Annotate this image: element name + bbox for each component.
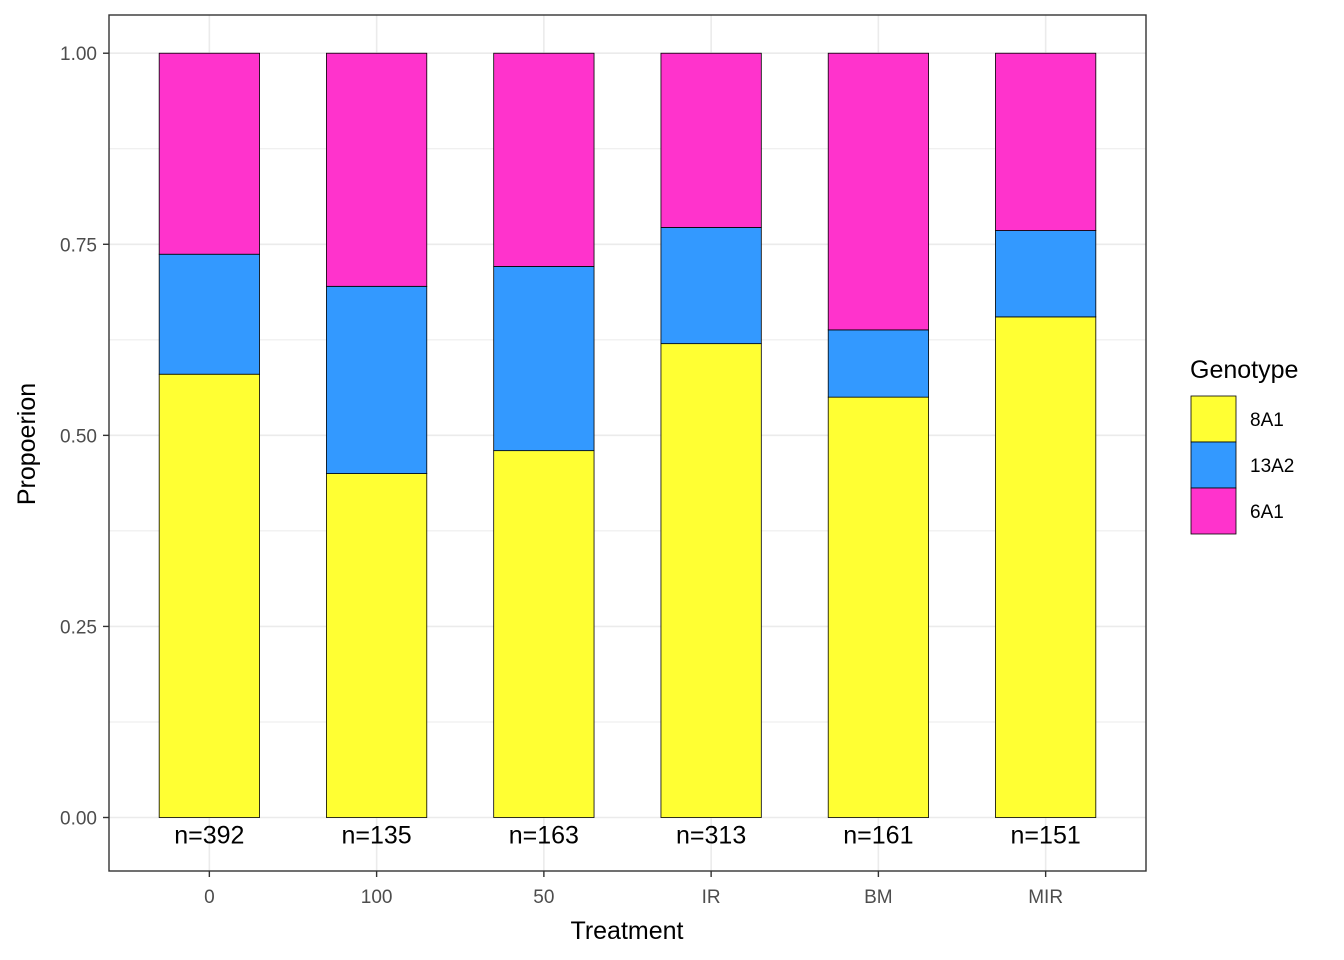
- x-tick-label: IR: [702, 887, 721, 908]
- bar-segment-13a2-100: [326, 285, 428, 474]
- panel-border: [108, 14, 1147, 872]
- legend-label: 8A1: [1250, 410, 1284, 431]
- bar-segment-8a1-bm: [827, 396, 929, 818]
- bar-segment-6a1-mir: [995, 52, 1097, 231]
- legend-key-13a2: [1190, 441, 1237, 489]
- n-labels: n=392 n=135 n=163 n=313 n=161 n=151: [174, 822, 1081, 850]
- bar-segment-6a1-ir: [660, 52, 762, 228]
- x-tick-label: 0: [204, 887, 215, 908]
- bar-segment-8a1-mir: [995, 316, 1097, 818]
- bar-segment-8a1-0: [158, 373, 260, 818]
- y-tick-label: 1.00: [60, 44, 97, 65]
- n-label: n=313: [676, 822, 746, 850]
- bars: [158, 52, 1097, 818]
- y-tick-label: 0.50: [60, 426, 97, 447]
- n-label: n=151: [1011, 822, 1081, 850]
- x-tick-label: 100: [361, 887, 393, 908]
- legend-label: 6A1: [1250, 502, 1284, 523]
- bar-segment-6a1-bm: [827, 52, 929, 331]
- legend-key-6a1: [1190, 487, 1237, 535]
- x-tick-label: MIR: [1028, 887, 1063, 908]
- x-axis-title: Treatment: [570, 917, 683, 945]
- y-tick-label: 0.25: [60, 617, 97, 638]
- bar-segment-13a2-ir: [660, 227, 762, 345]
- bar-segment-13a2-bm: [827, 329, 929, 398]
- n-label: n=135: [342, 822, 412, 850]
- n-label: n=392: [174, 822, 244, 850]
- n-label: n=163: [509, 822, 579, 850]
- legend-key-8a1: [1190, 395, 1237, 443]
- y-tick-label: 0.75: [60, 235, 97, 256]
- bar-segment-8a1-ir: [660, 343, 762, 818]
- bar-segment-13a2-50: [493, 266, 595, 452]
- bar-segment-8a1-50: [493, 450, 595, 818]
- bar-segment-6a1-50: [493, 52, 595, 267]
- y-axis-title: Propoerion: [13, 383, 41, 505]
- legend-label: 13A2: [1250, 456, 1294, 477]
- legend-title: Genotype: [1190, 356, 1298, 384]
- y-axis: 0.00 0.25 0.50 0.75 1.00: [60, 44, 109, 830]
- bar-segment-8a1-100: [326, 473, 428, 818]
- bar-segment-6a1-0: [158, 52, 260, 255]
- legend: Genotype 8A1 13A2 6A1: [1190, 356, 1298, 535]
- n-label: n=161: [843, 822, 913, 850]
- bar-segment-13a2-0: [158, 253, 260, 375]
- bar-segment-6a1-100: [326, 52, 428, 287]
- bar-segment-13a2-mir: [995, 230, 1097, 318]
- y-tick-label: 0.00: [60, 809, 97, 830]
- x-tick-label: BM: [864, 887, 893, 908]
- x-tick-label: 50: [533, 887, 554, 908]
- x-axis: 0 100 50 IR BM MIR: [204, 871, 1063, 908]
